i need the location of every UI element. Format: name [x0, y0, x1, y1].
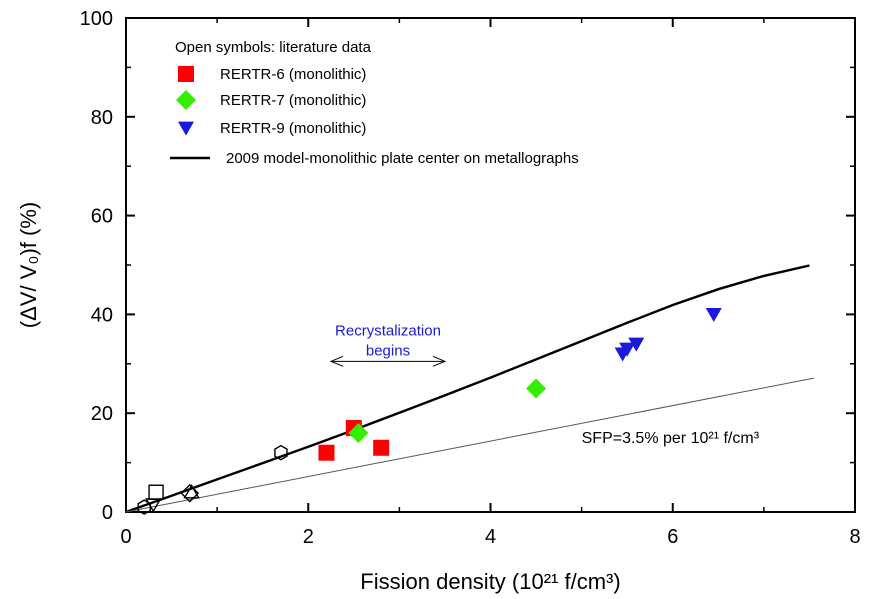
data-point — [348, 422, 369, 443]
model-curve — [125, 264, 810, 514]
y-tick-label: 0 — [102, 502, 113, 524]
legend-label: RERTR-7 (monolithic) — [220, 92, 366, 109]
literature-point — [183, 484, 200, 499]
data-point — [526, 378, 547, 399]
y-tick-label: 20 — [91, 403, 113, 425]
legend-header: Open symbols: literature data — [175, 39, 372, 56]
arrow-head-right — [432, 355, 447, 367]
data-point — [373, 439, 390, 456]
x-tick-label: 6 — [667, 526, 678, 548]
legend-label: 2009 model-monolithic plate center on me… — [226, 150, 579, 167]
literature-point — [137, 499, 152, 515]
sfp-annotation: SFP=3.5% per 10²¹ f/cm³ — [582, 430, 760, 447]
y-tick-label: 100 — [80, 8, 113, 30]
data-point — [318, 444, 335, 461]
x-tick-label: 8 — [849, 526, 860, 548]
x-tick-label: 0 — [120, 526, 131, 548]
legend-marker — [178, 66, 194, 82]
legend-label: RERTR-9 (monolithic) — [220, 120, 366, 137]
x-tick-label: 4 — [485, 526, 496, 548]
y-tick-label: 40 — [91, 304, 113, 326]
legend-marker — [178, 121, 194, 136]
y-axis-title: (ΔV/ V₀)f (%) — [16, 202, 41, 329]
legend-marker — [176, 90, 196, 110]
data-point — [705, 308, 722, 322]
literature-point — [180, 483, 200, 503]
legend-label: RERTR-6 (monolithic) — [220, 66, 366, 83]
y-tick-label: 80 — [91, 107, 113, 129]
x-axis-title: Fission density (10²¹ f/cm³) — [360, 569, 620, 594]
literature-point — [274, 444, 288, 461]
x-tick-label: 2 — [303, 526, 314, 548]
data-point — [619, 342, 636, 357]
literature-point — [148, 484, 164, 500]
sfp-line — [125, 377, 815, 513]
arrow-head-left — [329, 355, 344, 367]
data-point — [628, 337, 645, 352]
annotation-begins: begins — [366, 342, 410, 359]
y-tick-label: 60 — [91, 206, 113, 228]
literature-point — [145, 498, 162, 513]
annotation-recrystalization: Recrystalization — [335, 322, 441, 339]
